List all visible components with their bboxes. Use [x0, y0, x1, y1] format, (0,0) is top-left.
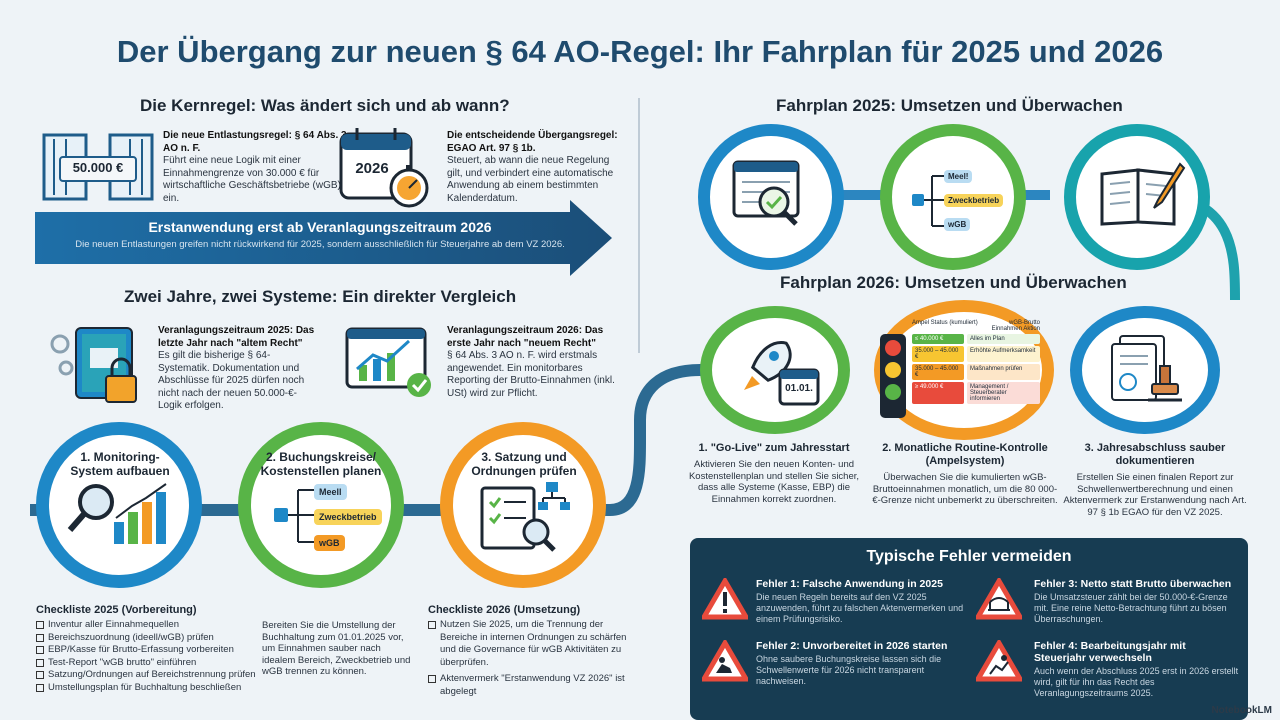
checkbox-icon[interactable] — [36, 671, 44, 679]
checklist-2025-heading: Checkliste 2025 (Vorbereitung) — [36, 604, 266, 616]
tag-meell: Meell — [314, 484, 347, 500]
falling-rocks-warning-icon — [976, 640, 1022, 682]
compare-right-text: § 64 Abs. 3 AO n. F. wird erstmals angew… — [447, 350, 615, 399]
compare-heading: Zwei Jahre, zwei Systeme: Ein direkter V… — [124, 287, 516, 307]
r25-flow-tags: Meel! Zweckbetrieb wGB — [910, 168, 1010, 238]
r26-node1-text: Aktivieren Sie den neuen Konten- und Kos… — [682, 459, 866, 505]
core-heading: Die Kernregel: Was ändert sich und ab wa… — [140, 96, 510, 116]
tag-meel: Meel! — [944, 170, 972, 183]
calendar-date: 01.01. — [780, 383, 818, 394]
error1: Fehler 1: Falsche Anwendung in 2025 Die … — [756, 578, 966, 625]
core-left-text: Führt eine neue Logik mit einer Einnahme… — [163, 155, 341, 204]
amp-head-right: wGB-Brutto Einnahmen Aktion — [980, 320, 1040, 332]
core-right-block: Die entscheidende Übergangsregel: EGAO A… — [447, 130, 622, 205]
error3-text: Die Umsatzsteuer zählt bei der 50.000-€-… — [1034, 592, 1240, 625]
browser-check-icon — [730, 158, 816, 234]
amp-row: 35.000 – 45.000 € Erhöhte Aufmerksamkeit — [912, 346, 1040, 362]
banner-main: Erstanwendung erst ab Veranlagungszeitra… — [40, 219, 600, 235]
document-org-icon — [476, 478, 576, 554]
checklist-item[interactable]: Aktenvermerk "Erstanwendung VZ 2026" ist… — [428, 673, 628, 698]
error3: Fehler 3: Netto statt Brutto überwachen … — [1034, 578, 1240, 625]
compare-right-title: Veranlagungszeitraum 2026: Das erste Jah… — [447, 325, 603, 349]
error2-title: Fehler 2: Unvorbereitet in 2026 starten — [756, 640, 966, 652]
growth-chart-icon — [343, 325, 439, 401]
checkbox-icon[interactable] — [36, 634, 44, 642]
r26-node2-text: Überwachen Sie die kumulierten wGB-Brutt… — [872, 472, 1058, 507]
compare-left-title: Veranlagungszeitraum 2025: Das letzte Ja… — [158, 325, 314, 349]
checkbox-icon[interactable] — [428, 675, 436, 683]
pothole-warning-icon — [702, 640, 748, 682]
section-divider — [638, 98, 640, 353]
tag-wgb: wGB — [314, 535, 345, 551]
amp-row: 35.000 – 45.000 € Maßnahmen prüfen — [912, 364, 1040, 380]
middle-note: Bereiten Sie die Umstellung der Buchhalt… — [262, 620, 412, 678]
checklist-item[interactable]: Test-Report "wGB brutto" einführen — [36, 657, 266, 670]
checklist-item[interactable]: Inventur aller Einnahmequellen — [36, 619, 266, 632]
tag-zweckbetrieb: Zweckbetrieb — [314, 509, 382, 525]
watermark: NotebookLM — [1211, 705, 1272, 716]
core-left-block: Die neue Entlastungsregel: § 64 Abs. 3 A… — [163, 130, 348, 205]
ledger-lock-icon — [50, 322, 150, 410]
checklist-item[interactable]: EBP/Kasse für Brutto-Erfassung vorbereit… — [36, 644, 266, 657]
banner-sub: Die neuen Entlastungen greifen nicht rüc… — [40, 239, 600, 250]
error4: Fehler 4: Bearbeitungsjahr mit Steuerjah… — [1034, 640, 1240, 699]
compare-left-text: Es gilt die bisherige § 64-Systematik. D… — [158, 350, 304, 411]
compare-right-block: Veranlagungszeitraum 2026: Das erste Jah… — [447, 325, 627, 400]
step3-label: 3. Satzung und Ordnungen prüfen — [470, 450, 578, 478]
error1-title: Fehler 1: Falsche Anwendung in 2025 — [756, 578, 966, 590]
amp-head-left: Ampel Status (kumuliert) — [912, 320, 978, 332]
magnifier-chart-icon — [66, 478, 176, 548]
error4-text: Auch wenn der Abschluss 2025 erst in 202… — [1034, 666, 1240, 699]
error3-title: Fehler 3: Netto statt Brutto überwachen — [1034, 578, 1240, 590]
checkbox-icon[interactable] — [36, 659, 44, 667]
documents-stamp-icon — [1100, 330, 1190, 410]
checklist-2026: Checkliste 2026 (Umsetzung) Nutzen Sie 2… — [428, 604, 628, 698]
checkbox-icon[interactable] — [36, 646, 44, 654]
checkbox-icon[interactable] — [36, 621, 44, 629]
checklist-item[interactable]: Umstellungsplan für Buchhaltung beschlie… — [36, 682, 266, 695]
calendar-year: 2026 — [343, 160, 401, 177]
r26-node1: 1. "Go-Live" zum Jahresstart Aktivieren … — [682, 442, 866, 505]
checklist-item[interactable]: Bereichszuordnung (ideell/wGB) prüfen — [36, 632, 266, 645]
step1-label: 1. Monitoring-System aufbauen — [60, 450, 180, 478]
page-title: Der Übergang zur neuen § 64 AO-Regel: Ih… — [0, 34, 1280, 70]
tag-wgb: wGB — [944, 218, 970, 231]
r26-node3: 3. Jahresabschluss sauber dokumentieren … — [1060, 442, 1250, 518]
compare-left-block: Veranlagungszeitraum 2025: Das letzte Ja… — [158, 325, 320, 413]
errors-heading: Typische Fehler vermeiden — [690, 548, 1248, 566]
tag-zweckbetrieb: Zweckbetrieb — [944, 194, 1003, 207]
amp-row: ≤ 40.000 € Alles im Plan — [912, 334, 1040, 344]
traffic-light-icon — [880, 334, 906, 418]
core-right-title: Die entscheidende Übergangsregel: EGAO A… — [447, 130, 618, 154]
gate-value: 50.000 € — [60, 160, 136, 175]
bridge-warning-icon — [976, 578, 1022, 620]
rocket-calendar-icon — [726, 330, 826, 410]
r26-node2-title: 2. Monatliche Routine-Kontrolle (Ampelsy… — [872, 442, 1058, 468]
r26-node1-title: 1. "Go-Live" zum Jahresstart — [682, 442, 866, 455]
checklist-2026-heading: Checkliste 2026 (Umsetzung) — [428, 604, 628, 616]
error4-title: Fehler 4: Bearbeitungsjahr mit Steuerjah… — [1034, 640, 1240, 664]
roadmap2025-heading: Fahrplan 2025: Umsetzen und Überwachen — [776, 96, 1123, 116]
amp-row: ≥ 49.000 € Management / Steuerberater inf… — [912, 382, 1040, 404]
core-right-text: Steuert, ab wann die neue Regelung gilt,… — [447, 155, 613, 204]
r26-node3-title: 3. Jahresabschluss sauber dokumentieren — [1060, 442, 1250, 468]
checkbox-icon[interactable] — [428, 621, 436, 629]
error2: Fehler 2: Unvorbereitet in 2026 starten … — [756, 640, 966, 687]
step2-label: 2. Buchungskreise/ Kostenstellen planen — [258, 450, 384, 478]
traffic-light-table: Ampel Status (kumuliert) wGB-Brutto Einn… — [912, 320, 1040, 404]
error1-text: Die neuen Regeln bereits auf den VZ 2025… — [756, 592, 966, 625]
open-book-pen-icon — [1096, 160, 1186, 230]
error2-text: Ohne saubere Buchungskreise lassen sich … — [756, 654, 966, 687]
checklist-item[interactable]: Nutzen Sie 2025, um die Trennung der Ber… — [428, 619, 628, 669]
checklist-2025: Checkliste 2025 (Vorbereitung) Inventur … — [36, 604, 266, 694]
flow-tags-diagram: Meell Zweckbetrieb wGB — [270, 482, 380, 554]
checkbox-icon[interactable] — [36, 684, 44, 692]
warning-icon — [702, 578, 748, 620]
core-banner: Erstanwendung erst ab Veranlagungszeitra… — [40, 219, 600, 250]
r26-node2: 2. Monatliche Routine-Kontrolle (Ampelsy… — [872, 442, 1058, 507]
checklist-item[interactable]: Satzung/Ordnungen auf Bereichstrennung p… — [36, 669, 266, 682]
roadmap2026-heading: Fahrplan 2026: Umsetzen und Überwachen — [780, 273, 1127, 293]
r26-node3-text: Erstellen Sie einen finalen Report zur S… — [1060, 472, 1250, 518]
core-left-title: Die neue Entlastungsregel: § 64 Abs. 3 A… — [163, 130, 347, 154]
